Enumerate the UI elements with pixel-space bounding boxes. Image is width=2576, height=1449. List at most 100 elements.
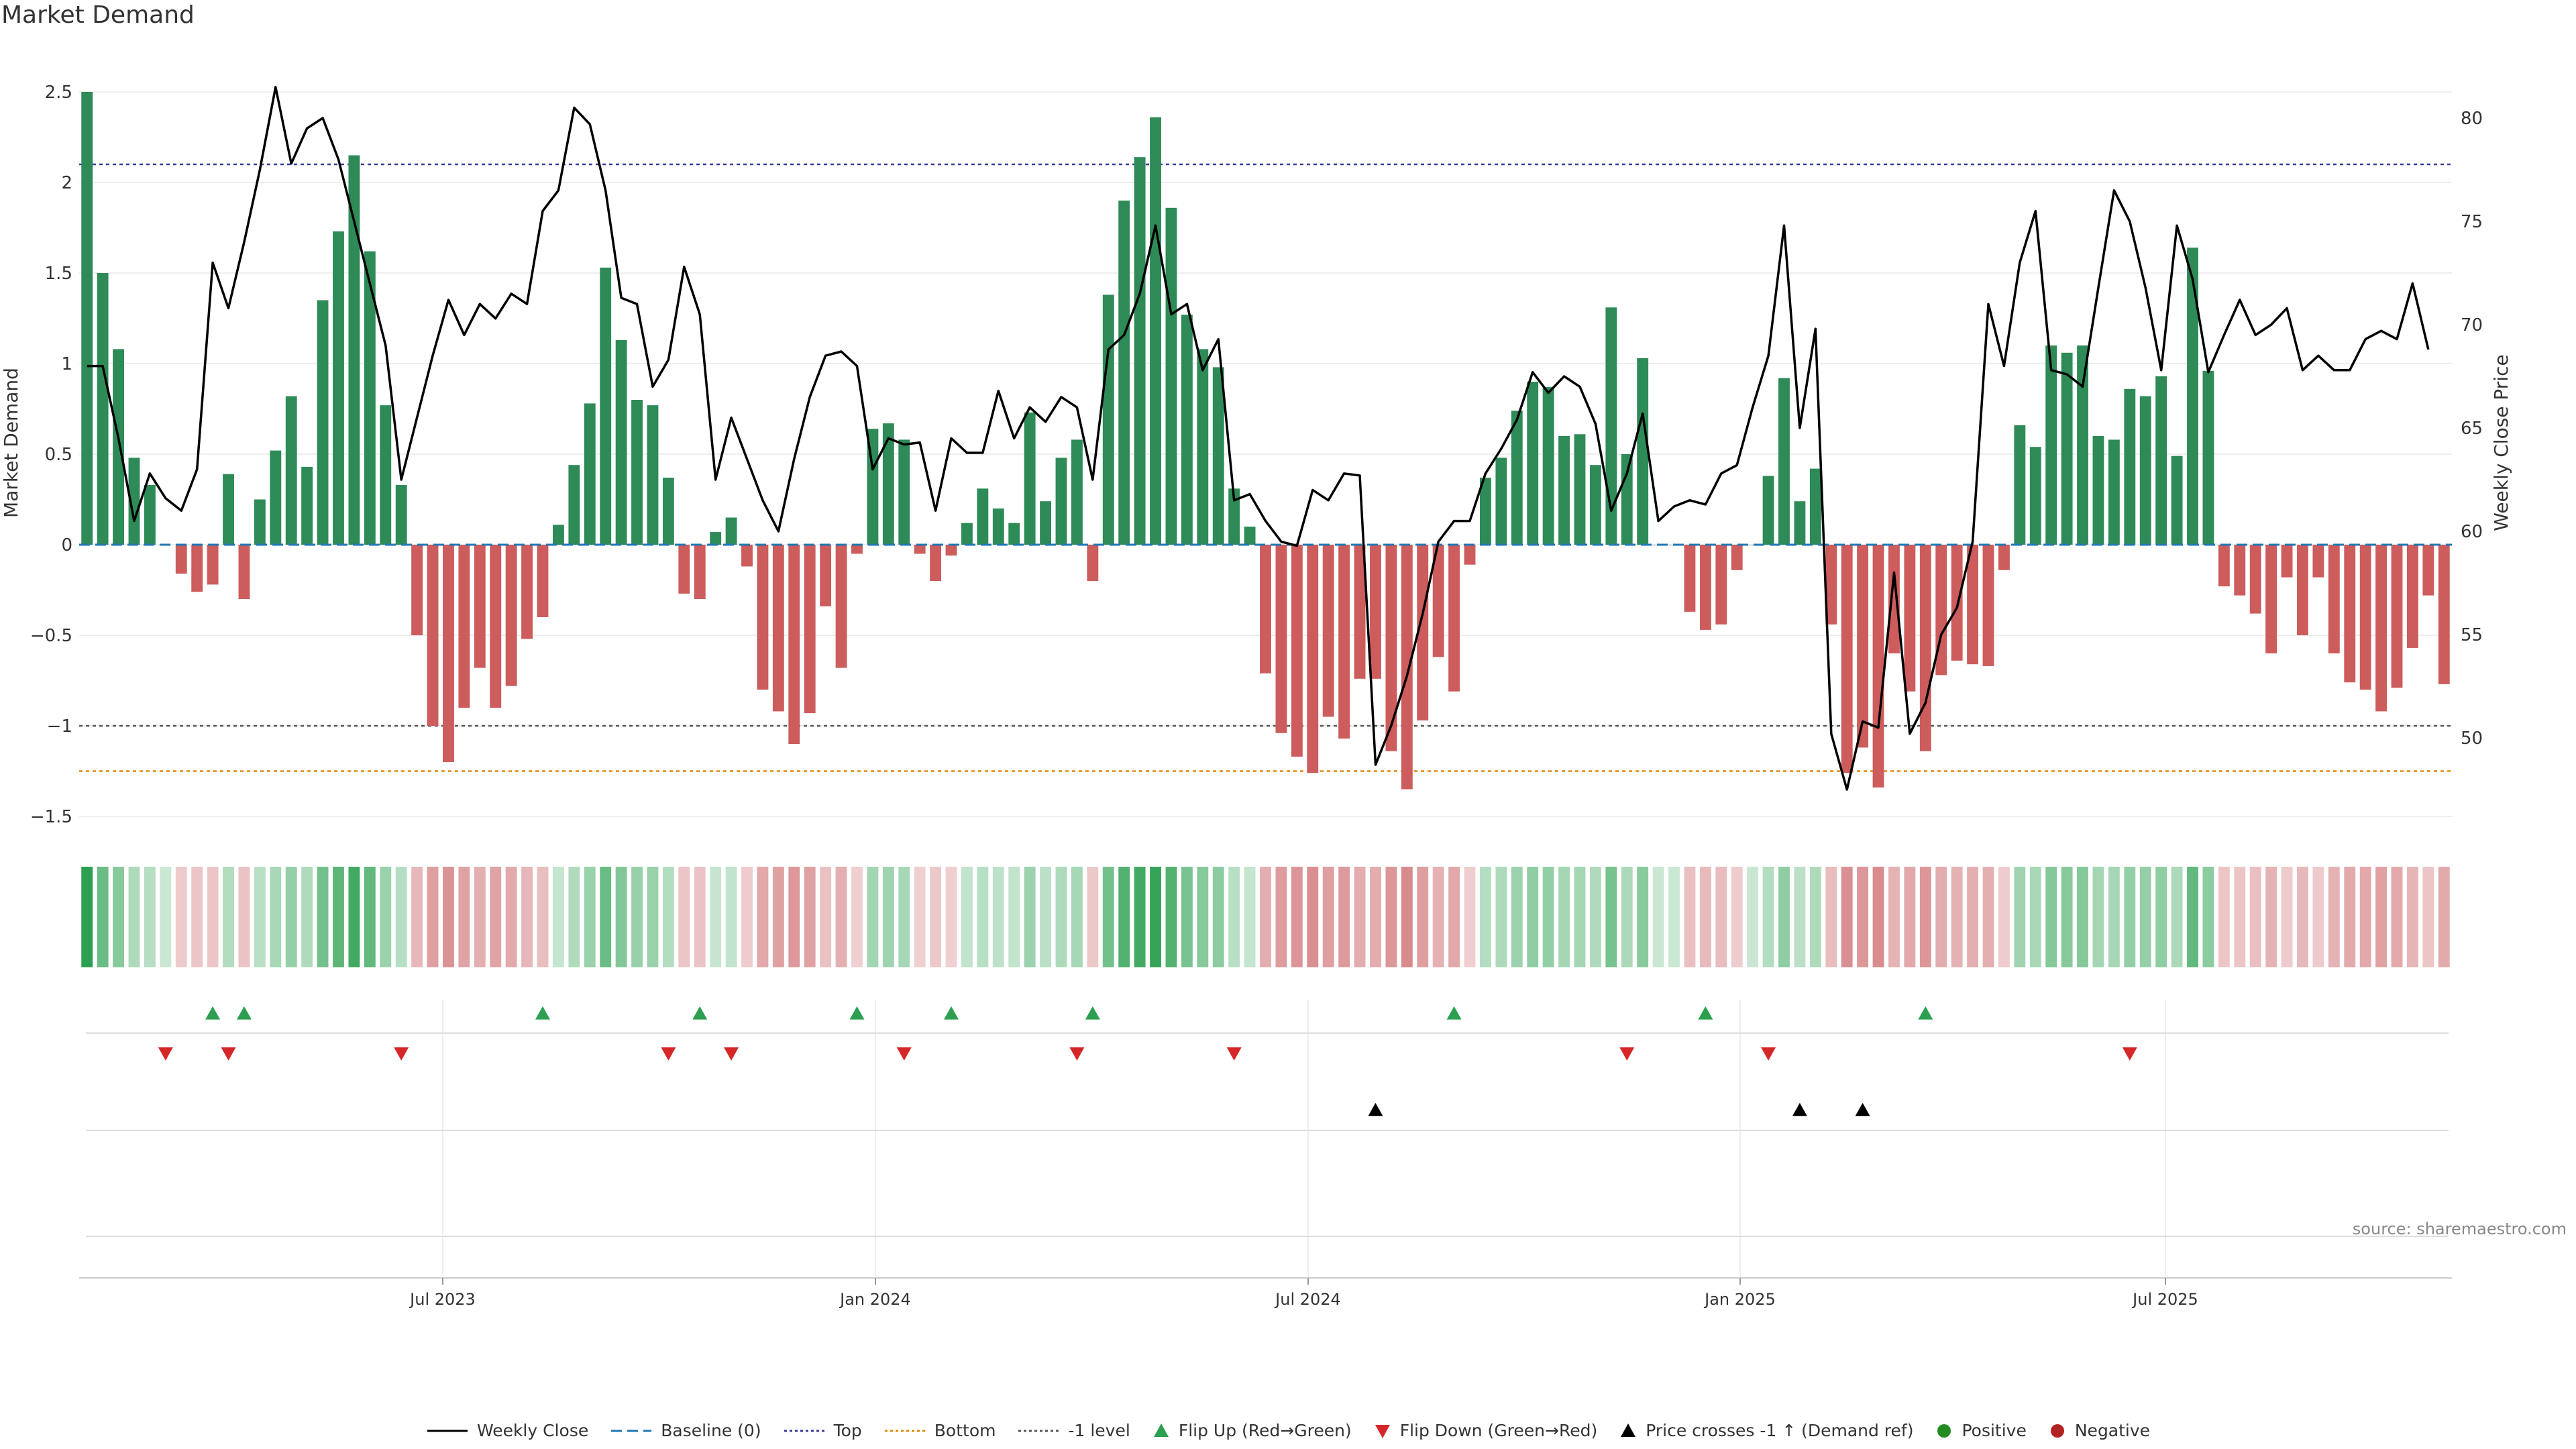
strip-cell	[1511, 867, 1523, 967]
demand-bar	[2108, 439, 2120, 545]
demand-bar	[537, 545, 549, 617]
strip-cell	[1589, 867, 1601, 967]
flip-up-marker	[205, 1006, 221, 1020]
strip-cell	[898, 867, 910, 967]
y2-tick-label: 75	[2461, 212, 2483, 232]
demand-bar	[458, 545, 470, 708]
legend-swatch	[1621, 1423, 1636, 1437]
demand-bar	[1102, 294, 1114, 545]
demand-bar	[835, 545, 847, 668]
legend-label: Positive	[1962, 1421, 2027, 1440]
demand-bar	[1684, 545, 1696, 612]
legend-swatch-shape	[1375, 1424, 1390, 1438]
demand-bar	[772, 545, 784, 712]
x-tick-label: Jul 2025	[2131, 1290, 2198, 1309]
demand-bar	[678, 545, 690, 594]
legend-item: Baseline (0)	[610, 1421, 761, 1440]
strip-cell	[207, 867, 219, 967]
demand-bar	[2155, 376, 2167, 545]
flip-down-marker	[221, 1047, 236, 1061]
strip-cell	[2375, 867, 2387, 967]
demand-bar	[1322, 545, 1334, 717]
strip-cell	[851, 867, 863, 967]
strip-cell	[160, 867, 172, 967]
demand-bar	[1134, 157, 1146, 545]
strip-cell	[1417, 867, 1429, 967]
strip-cell	[1809, 867, 1821, 967]
demand-bar	[395, 484, 407, 545]
demand-bar	[600, 267, 612, 545]
demand-bar	[2077, 345, 2088, 545]
demand-bar	[1291, 545, 1303, 757]
demand-bar	[1841, 545, 1853, 773]
y2-axis-label: Weekly Close Price	[2490, 354, 2512, 531]
strip-cell	[1102, 867, 1114, 967]
demand-bar	[175, 545, 187, 574]
demand-bar	[1040, 501, 1051, 545]
strip-cell	[191, 867, 203, 967]
demand-bar	[1370, 545, 1381, 679]
strip-cell	[301, 867, 313, 967]
strip-cell	[1370, 867, 1381, 967]
demand-bar	[584, 403, 596, 545]
demand-bar	[348, 155, 360, 545]
strip-cell	[1150, 867, 1161, 967]
demand-bar	[2391, 545, 2403, 688]
strip-cell	[1165, 867, 1177, 967]
strip-cell	[1181, 867, 1193, 967]
strip-cell	[1888, 867, 1900, 967]
demand-bar	[552, 525, 564, 545]
demand-bar	[1165, 207, 1177, 545]
strip-cell	[113, 867, 124, 967]
demand-bar	[977, 488, 989, 545]
y2-tick-label: 80	[2461, 109, 2483, 129]
legend-label: Price crosses -1 ↑ (Demand ref)	[1646, 1421, 1914, 1440]
source-watermark: source: sharemaestro.com	[2352, 1220, 2567, 1238]
demand-bar	[1008, 523, 1020, 545]
legend-item: Negative	[2048, 1421, 2150, 1440]
strip-cell	[364, 867, 376, 967]
y2-tick-label: 60	[2461, 522, 2483, 542]
flip-up-marker	[1918, 1006, 1933, 1020]
legend-swatch	[427, 1430, 468, 1432]
legend-label: Negative	[2074, 1421, 2151, 1440]
legend-label: Flip Down (Green→Red)	[1399, 1421, 1598, 1440]
demand-bar	[757, 545, 769, 690]
legend-item: Flip Up (Red→Green)	[1152, 1421, 1352, 1440]
x-tick-label: Jan 2025	[1703, 1290, 1776, 1309]
strip-cell	[270, 867, 282, 967]
demand-bar	[898, 439, 910, 545]
demand-bar	[1307, 545, 1319, 773]
demand-bar	[2328, 545, 2340, 653]
strip-cell	[882, 867, 894, 967]
demand-bar	[1181, 315, 1193, 545]
demand-bar	[1464, 545, 1476, 565]
strip-cell	[1338, 867, 1350, 967]
strip-cell	[1621, 867, 1633, 967]
price-cross-marker	[1368, 1103, 1383, 1116]
strip-cell	[1401, 867, 1413, 967]
y-axis-label: Market Demand	[0, 368, 22, 518]
y2-tick-label: 50	[2461, 729, 2483, 749]
strip-cell	[223, 867, 234, 967]
strip-cell	[2438, 867, 2450, 967]
strip-cell	[1008, 867, 1020, 967]
demand-bar	[992, 508, 1004, 545]
strip-cell	[521, 867, 533, 967]
demand-bar	[191, 545, 203, 592]
demand-bar	[1495, 458, 1507, 545]
demand-bar	[1480, 478, 1491, 545]
demand-bar	[223, 474, 234, 545]
demand-bar	[2407, 545, 2418, 648]
strip-cell	[1087, 867, 1099, 967]
flip-down-marker	[896, 1047, 912, 1061]
demand-bar	[270, 450, 282, 545]
demand-bar	[1260, 545, 1271, 674]
y-tick-label: 0	[61, 535, 72, 555]
demand-bar	[2139, 396, 2151, 545]
demand-bar	[1275, 545, 1287, 733]
x-tick-label: Jul 2023	[409, 1290, 476, 1309]
strip-cell	[1071, 867, 1083, 967]
strip-cell	[2092, 867, 2104, 967]
strip-cell	[333, 867, 344, 967]
